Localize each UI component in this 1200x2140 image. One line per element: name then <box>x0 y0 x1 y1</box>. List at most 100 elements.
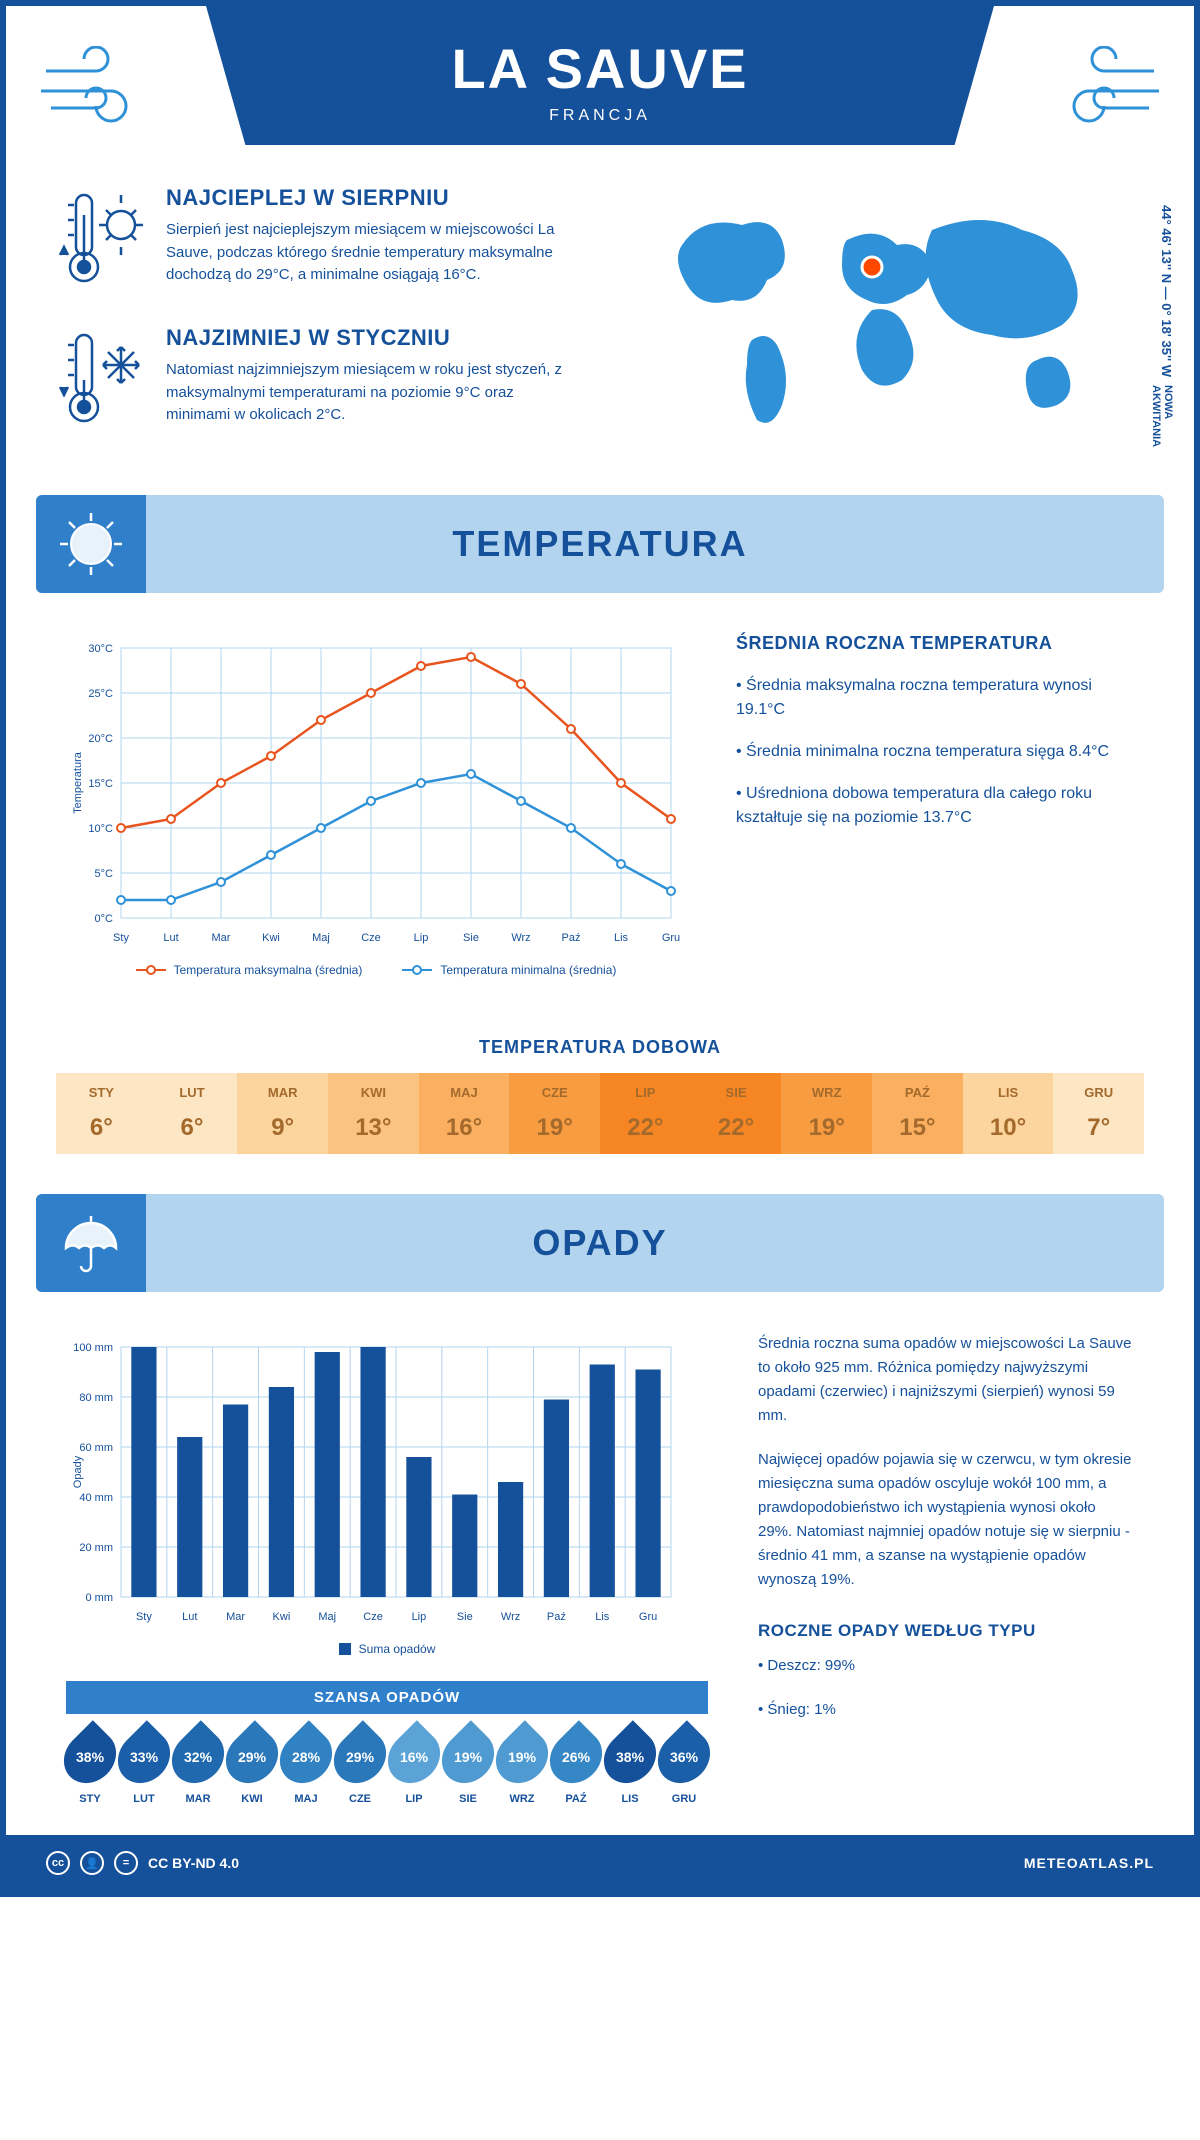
svg-text:60 mm: 60 mm <box>79 1442 113 1454</box>
svg-text:Paź: Paź <box>562 932 581 944</box>
svg-text:Lis: Lis <box>595 1611 610 1623</box>
daily-temp-table: STY6°LUT6°MAR9°KWI13°MAJ16°CZE19°LIP22°S… <box>56 1073 1144 1154</box>
annual-title: ŚREDNIA ROCZNA TEMPERATURA <box>736 633 1134 654</box>
daily-cell: STY6° <box>56 1073 147 1154</box>
precip-type-title: ROCZNE OPADY WEDŁUG TYPU <box>758 1617 1134 1644</box>
precipitation-bar-chart: 0 mm 20 mm 40 mm 60 mm 80 mm 100 mm Sty Lut Mar K… <box>66 1332 686 1632</box>
svg-text:80 mm: 80 mm <box>79 1392 113 1404</box>
chance-drop: 19%SIE <box>444 1729 492 1805</box>
cold-title: NAJZIMNIEJ W STYCZNIU <box>166 325 566 351</box>
svg-text:100 mm: 100 mm <box>73 1342 113 1354</box>
svg-text:Maj: Maj <box>312 932 330 944</box>
section-precip-title: OPADY <box>532 1222 667 1263</box>
page-header: LA SAUVE FRANCJA <box>206 6 994 145</box>
nd-icon: = <box>114 1851 138 1875</box>
svg-text:10°C: 10°C <box>88 823 113 835</box>
daily-cell: MAJ16° <box>419 1073 510 1154</box>
svg-text:Kwi: Kwi <box>262 932 280 944</box>
legend-item: Temperatura maksymalna (średnia) <box>136 963 363 977</box>
svg-text:Lip: Lip <box>412 1611 427 1623</box>
legend-item: Temperatura minimalna (średnia) <box>402 963 616 977</box>
svg-text:Paź: Paź <box>547 1611 566 1623</box>
coordinates: 44° 46' 13'' N — 0° 18' 35'' W <box>1159 205 1174 377</box>
daily-cell: PAŹ15° <box>872 1073 963 1154</box>
chance-drop: 16%LIP <box>390 1729 438 1805</box>
chance-title: SZANSA OPADÓW <box>66 1681 708 1714</box>
svg-text:Lut: Lut <box>182 1611 197 1623</box>
annual-bullet: • Średnia maksymalna roczna temperatura … <box>736 674 1134 722</box>
svg-text:Cze: Cze <box>363 1611 383 1623</box>
page-footer: cc 👤 = CC BY-ND 4.0 METEOATLAS.PL <box>6 1835 1194 1891</box>
svg-text:5°C: 5°C <box>95 868 114 880</box>
svg-text:15°C: 15°C <box>88 778 113 790</box>
umbrella-icon <box>36 1194 146 1292</box>
chance-drop: 19%WRZ <box>498 1729 546 1805</box>
section-temp-header: TEMPERATURA <box>36 495 1164 593</box>
daily-temp-title: TEMPERATURA DOBOWA <box>6 1037 1194 1058</box>
wind-icon <box>1054 46 1164 136</box>
cc-icon: cc <box>46 1851 70 1875</box>
svg-text:20 mm: 20 mm <box>79 1542 113 1554</box>
daily-cell: SIE22° <box>691 1073 782 1154</box>
by-icon: 👤 <box>80 1851 104 1875</box>
svg-text:Sty: Sty <box>113 932 129 944</box>
svg-text:Mar: Mar <box>226 1611 245 1623</box>
svg-text:0°C: 0°C <box>95 913 114 925</box>
svg-text:Wrz: Wrz <box>511 932 530 944</box>
chance-drop: 29%KWI <box>228 1729 276 1805</box>
svg-text:Lis: Lis <box>614 932 629 944</box>
wind-icon <box>36 46 146 136</box>
chance-drop: 32%MAR <box>174 1729 222 1805</box>
svg-text:Kwi: Kwi <box>273 1611 291 1623</box>
annual-bullet: • Średnia minimalna roczna temperatura s… <box>736 740 1134 764</box>
daily-cell: LIS10° <box>963 1073 1054 1154</box>
svg-text:Gru: Gru <box>662 932 680 944</box>
chance-drop: 36%GRU <box>660 1729 708 1805</box>
svg-text:Wrz: Wrz <box>501 1611 520 1623</box>
world-map <box>620 185 1144 445</box>
precipitation-chance-row: 38%STY33%LUT32%MAR29%KWI28%MAJ29%CZE16%L… <box>66 1729 708 1805</box>
daily-cell: LUT6° <box>147 1073 238 1154</box>
hot-title: NAJCIEPLEJ W SIERPNIU <box>166 185 566 211</box>
section-precip-header: OPADY <box>36 1194 1164 1292</box>
svg-text:Sie: Sie <box>463 932 479 944</box>
svg-text:Lut: Lut <box>163 932 178 944</box>
daily-cell: WRZ19° <box>781 1073 872 1154</box>
svg-text:Opady: Opady <box>72 1455 84 1488</box>
chance-drop: 33%LUT <box>120 1729 168 1805</box>
svg-text:Sie: Sie <box>457 1611 473 1623</box>
svg-text:20°C: 20°C <box>88 733 113 745</box>
precip-paragraph: Najwięcej opadów pojawia się w czerwcu, … <box>758 1448 1134 1592</box>
page-subtitle: FRANCJA <box>206 107 994 125</box>
daily-cell: CZE19° <box>509 1073 600 1154</box>
chance-drop: 28%MAJ <box>282 1729 330 1805</box>
chance-drop: 26%PAŹ <box>552 1729 600 1805</box>
thermometer-cold-icon <box>56 325 146 435</box>
annual-bullet: • Uśredniona dobowa temperatura dla całe… <box>736 782 1134 830</box>
cold-text: Natomiast najzimniejszym miesiącem w rok… <box>166 359 566 427</box>
page-title: LA SAUVE <box>206 36 994 101</box>
svg-text:25°C: 25°C <box>88 688 113 700</box>
daily-cell: LIP22° <box>600 1073 691 1154</box>
svg-text:Temperatura: Temperatura <box>72 751 84 814</box>
daily-cell: MAR9° <box>237 1073 328 1154</box>
precip-type-snow: • Śnieg: 1% <box>758 1698 1134 1722</box>
hot-text: Sierpień jest najcieplejszym miesiącem w… <box>166 219 566 287</box>
thermometer-hot-icon <box>56 185 146 295</box>
daily-cell: GRU7° <box>1053 1073 1144 1154</box>
svg-text:Sty: Sty <box>136 1611 152 1623</box>
legend-item: Suma opadów <box>339 1642 436 1656</box>
svg-text:Cze: Cze <box>361 932 381 944</box>
svg-text:0 mm: 0 mm <box>86 1592 114 1604</box>
daily-cell: KWI13° <box>328 1073 419 1154</box>
svg-text:Gru: Gru <box>639 1611 657 1623</box>
chance-drop: 38%LIS <box>606 1729 654 1805</box>
svg-text:Mar: Mar <box>212 932 231 944</box>
svg-text:40 mm: 40 mm <box>79 1492 113 1504</box>
site-label: METEOATLAS.PL <box>1024 1855 1154 1871</box>
temperature-line-chart: 0°C 5°C 10°C 15°C 20°C 25°C 30°C Sty Lut Mar Kwi Ma… <box>66 633 686 953</box>
chance-drop: 29%CZE <box>336 1729 384 1805</box>
svg-text:30°C: 30°C <box>88 643 113 655</box>
sun-icon <box>36 495 146 593</box>
svg-text:Maj: Maj <box>318 1611 336 1623</box>
